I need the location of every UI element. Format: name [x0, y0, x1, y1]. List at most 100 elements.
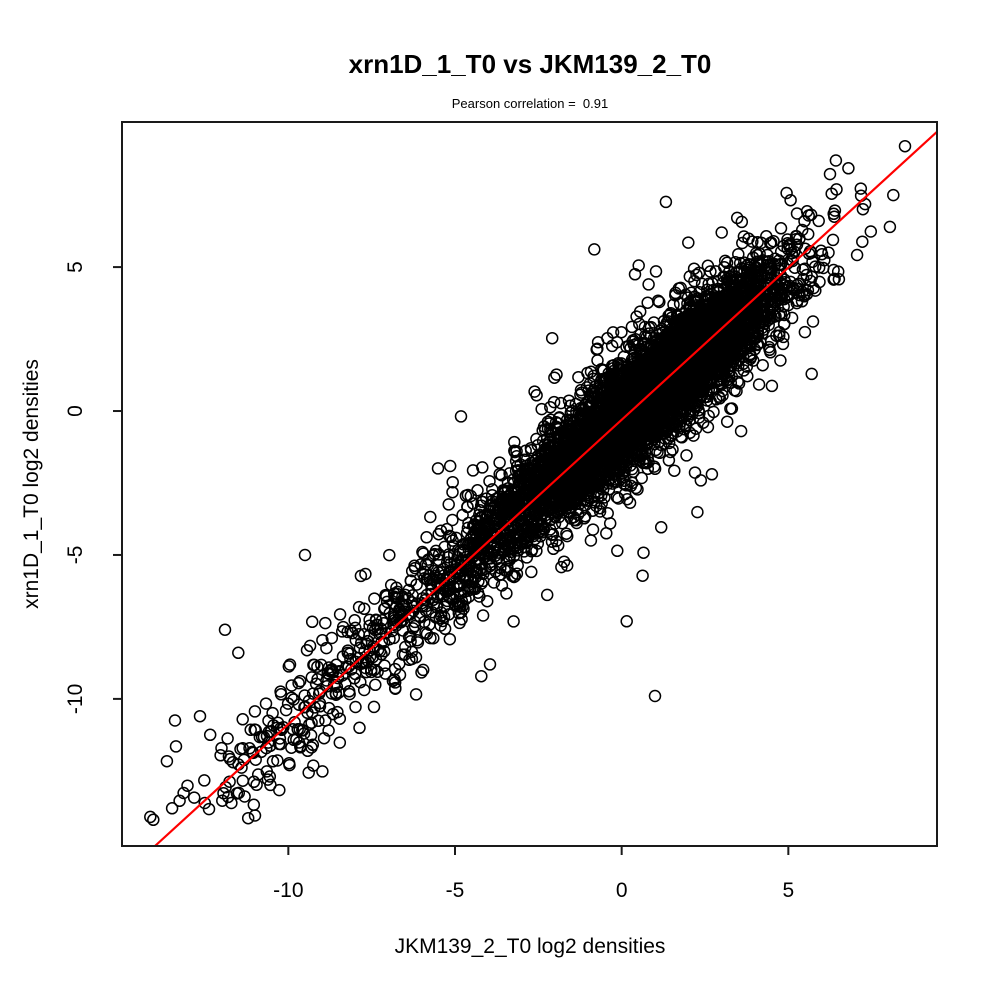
data-point: [856, 202, 870, 216]
data-point: [588, 243, 601, 256]
data-point: [475, 669, 488, 683]
data-point: [797, 290, 811, 303]
data-point: [202, 802, 216, 816]
data-point: [255, 745, 268, 759]
data-point: [612, 492, 625, 505]
data-point: [241, 811, 255, 825]
data-point: [443, 632, 457, 646]
data-point: [236, 713, 249, 726]
data-point: [438, 622, 452, 636]
data-point: [422, 569, 436, 582]
data-point: [485, 489, 499, 502]
data-point: [600, 527, 613, 540]
data-point: [282, 660, 296, 673]
data-point: [480, 594, 494, 608]
data-point: [316, 765, 329, 778]
data-point: [637, 546, 650, 559]
data-point: [397, 592, 411, 605]
chart-title: xrn1D_1_T0 vs JKM139_2_T0: [349, 49, 712, 79]
data-point: [259, 697, 273, 710]
data-point: [728, 384, 741, 397]
data-point: [262, 714, 275, 727]
data-point: [812, 214, 825, 228]
data-point: [221, 732, 234, 745]
data-point: [649, 265, 663, 278]
data-point: [589, 380, 602, 393]
data-point: [797, 272, 810, 286]
data-point: [636, 569, 649, 582]
data-point: [236, 774, 250, 787]
data-point: [389, 681, 402, 695]
data-point: [495, 468, 508, 482]
data-point: [330, 658, 343, 672]
data-point: [315, 658, 328, 672]
data-point: [272, 737, 286, 751]
data-point: [266, 706, 279, 720]
data-point: [454, 558, 467, 572]
data-point: [625, 320, 639, 334]
data-point: [777, 317, 791, 331]
data-point: [348, 614, 361, 627]
data-point: [144, 810, 157, 824]
data-point: [333, 608, 347, 621]
data-point: [720, 256, 734, 270]
data-point: [160, 754, 174, 768]
data-point: [586, 523, 600, 536]
data-point: [769, 257, 782, 271]
data-point: [774, 222, 788, 235]
data-point: [735, 215, 749, 229]
data-point: [319, 616, 332, 630]
data-point: [654, 521, 668, 534]
data-point: [244, 723, 257, 737]
data-point: [591, 354, 604, 367]
data-point: [756, 358, 769, 372]
data-point: [198, 774, 211, 787]
data-point: [375, 614, 389, 627]
data-point: [764, 335, 778, 348]
data-point: [601, 507, 614, 520]
data-point: [177, 786, 190, 800]
data-point: [416, 663, 430, 677]
data-point: [418, 615, 431, 629]
data-point: [831, 265, 845, 278]
data-point: [451, 550, 464, 564]
data-point: [781, 233, 794, 246]
data-point: [742, 232, 755, 245]
data-point: [530, 389, 543, 402]
data-point: [691, 505, 704, 519]
data-point: [864, 225, 878, 238]
data-point: [517, 545, 531, 558]
data-point: [387, 587, 401, 600]
data-point: [530, 544, 543, 558]
data-point: [719, 370, 733, 384]
data-point: [255, 730, 269, 744]
data-point: [883, 220, 897, 234]
data-point: [752, 378, 766, 391]
data-point: [416, 545, 429, 559]
data-point: [223, 752, 237, 766]
data-point: [832, 273, 846, 286]
data-point: [434, 524, 448, 537]
data-point: [471, 484, 484, 497]
data-point: [693, 286, 706, 299]
data-point: [507, 615, 520, 628]
data-point: [349, 633, 363, 647]
data-point: [433, 581, 447, 595]
data-point: [668, 464, 681, 477]
data-point: [369, 678, 382, 692]
data-point: [800, 268, 813, 282]
data-point: [826, 233, 840, 247]
chart-subtitle: Pearson correlation = 0.91: [452, 96, 608, 111]
data-point: [292, 676, 305, 690]
data-point: [666, 443, 679, 456]
data-point: [313, 700, 327, 713]
data-point: [591, 335, 605, 349]
data-point: [329, 686, 343, 700]
data-point: [431, 462, 445, 475]
data-point: [283, 758, 296, 772]
data-point: [856, 235, 869, 248]
data-point: [357, 683, 371, 697]
data-point: [777, 330, 790, 344]
data-point: [424, 510, 437, 524]
